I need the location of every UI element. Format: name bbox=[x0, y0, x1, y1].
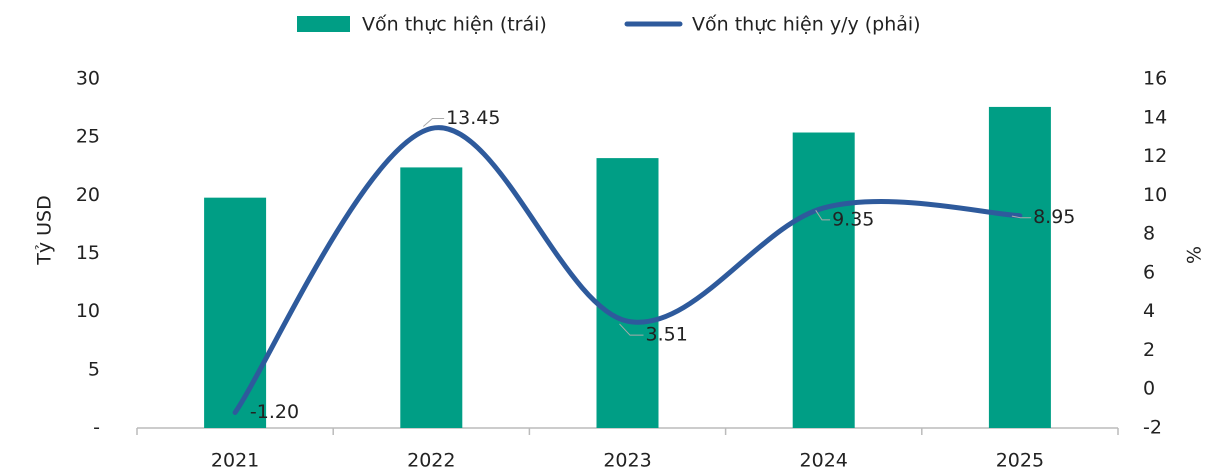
y-tick-label: 15 bbox=[76, 242, 100, 264]
leader-line bbox=[619, 323, 644, 336]
bar bbox=[988, 106, 1051, 429]
data-label: -1.20 bbox=[250, 401, 299, 423]
y2-tick-label: 8 bbox=[1143, 223, 1155, 245]
y2-tick-label: 4 bbox=[1143, 300, 1155, 322]
x-tick-label: 2023 bbox=[603, 450, 651, 472]
data-label: 3.51 bbox=[646, 324, 688, 346]
x-tick-label: 2022 bbox=[407, 450, 455, 472]
y2-tick-label: 6 bbox=[1143, 261, 1155, 283]
y2-tick-label: -2 bbox=[1143, 417, 1162, 439]
y2-tick-label: 2 bbox=[1143, 339, 1155, 361]
y-tick-label: 5 bbox=[88, 358, 100, 380]
legend-label: Vốn thực hiện y/y (phải) bbox=[692, 14, 921, 36]
y-tick-label: 30 bbox=[76, 68, 100, 90]
data-label: 13.45 bbox=[446, 107, 500, 129]
bar bbox=[596, 158, 659, 428]
line bbox=[232, 125, 1023, 415]
leader-line bbox=[1011, 215, 1032, 219]
data-label: 8.95 bbox=[1033, 206, 1075, 228]
y2-tick-label: 12 bbox=[1143, 145, 1167, 167]
y-axis-title: Tỷ USD bbox=[34, 195, 56, 266]
y-tick-label: 10 bbox=[76, 300, 100, 322]
y2-tick-label: 14 bbox=[1143, 106, 1167, 128]
leader-line bbox=[422, 117, 445, 127]
y2-tick-label: 0 bbox=[1143, 378, 1155, 400]
y-tick-label: - bbox=[93, 417, 100, 439]
x-tick-label: 2025 bbox=[996, 450, 1044, 472]
leader-line bbox=[815, 210, 831, 221]
data-label: 9.35 bbox=[832, 208, 874, 230]
bar bbox=[792, 132, 855, 428]
x-tick-label: 2024 bbox=[800, 450, 848, 472]
y-tick-label: 20 bbox=[76, 184, 100, 206]
bar bbox=[400, 167, 463, 428]
y2-tick-label: 10 bbox=[1143, 184, 1167, 206]
y2-tick-label: 16 bbox=[1143, 68, 1167, 90]
y-tick-label: 25 bbox=[76, 126, 100, 148]
x-tick-label: 2021 bbox=[211, 450, 259, 472]
legend-swatch bbox=[297, 16, 350, 32]
y2-axis-title: % bbox=[1184, 246, 1206, 264]
bar bbox=[204, 197, 267, 428]
legend-label: Vốn thực hiện (trái) bbox=[362, 14, 547, 36]
